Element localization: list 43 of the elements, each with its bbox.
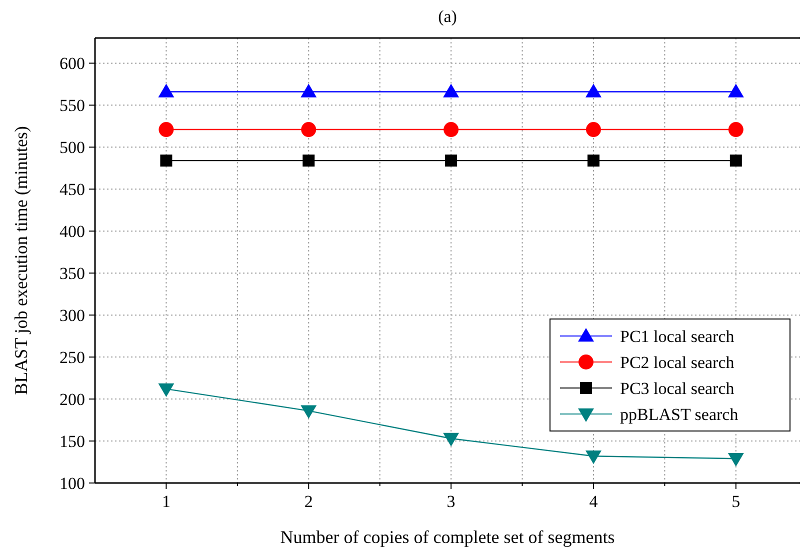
point — [445, 154, 458, 167]
x-tick-label: 5 — [732, 492, 740, 511]
point — [443, 84, 460, 98]
y-tick-label: 400 — [60, 222, 85, 242]
point — [302, 154, 315, 167]
y-tick-label: 200 — [60, 390, 85, 409]
point — [585, 450, 602, 464]
y-tick-label: 500 — [60, 138, 85, 158]
point — [300, 84, 317, 98]
point — [160, 154, 172, 167]
point — [158, 84, 174, 98]
y-tick-label: 250 — [60, 348, 85, 368]
point — [158, 122, 174, 138]
point — [586, 122, 601, 138]
x-tick-label: 1 — [162, 492, 170, 511]
point — [444, 122, 459, 138]
point — [585, 84, 602, 98]
point — [728, 84, 744, 98]
y-axis-title: BLAST job execution time (minutes) — [11, 126, 31, 395]
y-tick-label: 550 — [60, 96, 85, 116]
y-tick-label: 300 — [60, 306, 85, 326]
point — [300, 405, 317, 419]
y-tick-label: 600 — [60, 54, 85, 74]
x-tick-label: 2 — [304, 492, 313, 511]
point — [158, 383, 174, 397]
legend-label: ppBLAST search — [620, 404, 739, 424]
point — [728, 453, 744, 467]
point — [443, 432, 460, 446]
y-tick-label: 450 — [60, 180, 85, 200]
point — [730, 154, 742, 167]
point — [301, 122, 316, 138]
x-axis-title: Number of copies of complete set of segments — [280, 527, 615, 547]
legend-label: PC2 local search — [620, 352, 735, 372]
legend-label: PC1 local search — [620, 326, 735, 346]
x-tick-label: 4 — [589, 492, 598, 511]
x-tick-label: 3 — [446, 492, 456, 511]
point — [728, 122, 744, 138]
y-tick-label: 150 — [60, 432, 85, 451]
y-tick-label: 350 — [60, 264, 85, 284]
legend-label: PC3 local search — [620, 378, 735, 398]
point — [587, 154, 600, 167]
chart-title: (a) — [438, 7, 457, 26]
y-tick-label: 100 — [60, 474, 85, 493]
